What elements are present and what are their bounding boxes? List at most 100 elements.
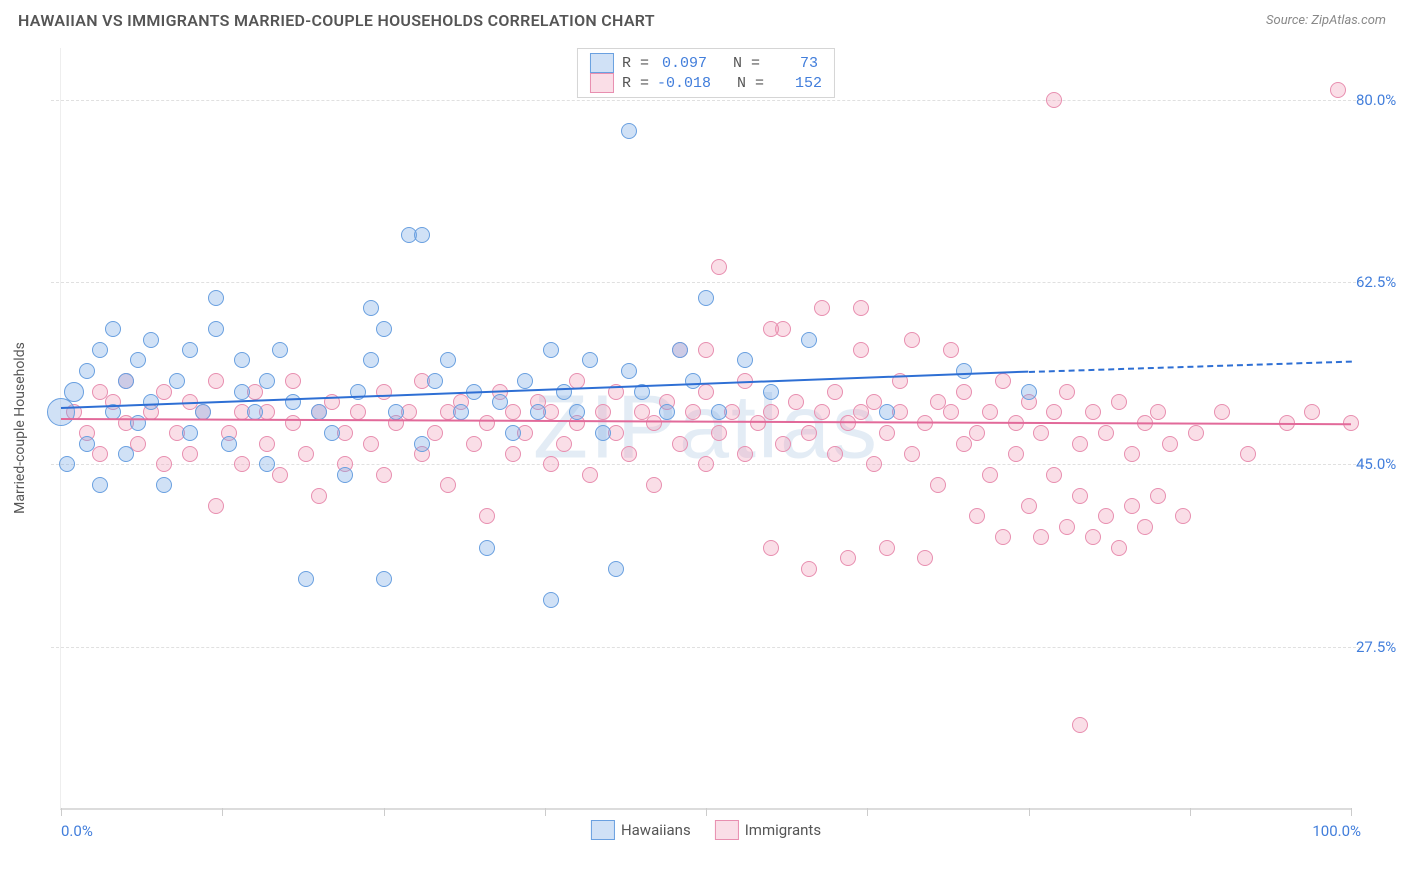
- data-point: [118, 446, 134, 462]
- legend-series-item: Immigrants: [715, 820, 821, 840]
- data-point: [698, 456, 714, 472]
- data-point: [1046, 404, 1062, 420]
- data-point: [169, 373, 185, 389]
- data-point: [969, 425, 985, 441]
- data-point: [827, 446, 843, 462]
- legend-series-label: Immigrants: [745, 821, 821, 839]
- data-point: [711, 259, 727, 275]
- y-tick-label: 45.0%: [1356, 455, 1406, 473]
- data-point: [259, 456, 275, 472]
- data-point: [556, 384, 572, 400]
- data-point: [1072, 488, 1088, 504]
- data-point: [337, 467, 353, 483]
- data-point: [582, 352, 598, 368]
- data-point: [621, 363, 637, 379]
- data-point: [234, 352, 250, 368]
- x-tick: [222, 808, 223, 816]
- legend-n-label: N =: [719, 75, 764, 92]
- data-point: [64, 382, 84, 402]
- data-point: [505, 425, 521, 441]
- data-point: [698, 290, 714, 306]
- data-point: [1240, 446, 1256, 462]
- data-point: [1214, 404, 1230, 420]
- data-point: [621, 123, 637, 139]
- data-point: [388, 404, 404, 420]
- header-bar: HAWAIIAN VS IMMIGRANTS MARRIED-COUPLE HO…: [0, 0, 1406, 40]
- data-point: [930, 477, 946, 493]
- data-point: [1188, 425, 1204, 441]
- data-point: [879, 425, 895, 441]
- data-point: [59, 456, 75, 472]
- data-point: [221, 436, 237, 452]
- legend-stats-row: R = -0.018 N = 152: [590, 73, 822, 93]
- data-point: [156, 477, 172, 493]
- data-point: [1330, 82, 1346, 98]
- legend-stats: R = 0.097 N =73R = -0.018 N = 152: [577, 48, 835, 98]
- data-point: [1059, 384, 1075, 400]
- data-point: [311, 404, 327, 420]
- data-point: [801, 332, 817, 348]
- gridline-h: [51, 282, 1361, 283]
- legend-swatch: [590, 53, 614, 73]
- data-point: [376, 467, 392, 483]
- data-point: [879, 540, 895, 556]
- data-point: [530, 404, 546, 420]
- data-point: [272, 342, 288, 358]
- data-point: [234, 456, 250, 472]
- data-point: [775, 436, 791, 452]
- x-tick: [1029, 808, 1030, 816]
- data-point: [414, 436, 430, 452]
- data-point: [543, 592, 559, 608]
- data-point: [1008, 446, 1024, 462]
- data-point: [427, 373, 443, 389]
- data-point: [92, 342, 108, 358]
- legend-series-label: Hawaiians: [621, 821, 691, 839]
- data-point: [324, 425, 340, 441]
- data-point: [995, 529, 1011, 545]
- x-tick: [545, 808, 546, 816]
- data-point: [904, 332, 920, 348]
- data-point: [285, 373, 301, 389]
- data-point: [853, 300, 869, 316]
- data-point: [556, 436, 572, 452]
- data-point: [672, 342, 688, 358]
- legend-r-label: R =: [622, 75, 649, 92]
- data-point: [1072, 436, 1088, 452]
- data-point: [298, 571, 314, 587]
- data-point: [943, 404, 959, 420]
- data-point: [1098, 425, 1114, 441]
- data-point: [943, 342, 959, 358]
- x-min-label: 0.0%: [61, 822, 93, 840]
- data-point: [956, 363, 972, 379]
- data-point: [363, 436, 379, 452]
- x-tick: [867, 808, 868, 816]
- data-point: [505, 404, 521, 420]
- legend-n-value: 152: [772, 75, 822, 92]
- data-point: [1033, 529, 1049, 545]
- data-point: [672, 436, 688, 452]
- legend-n-value: 73: [768, 55, 818, 72]
- data-point: [788, 394, 804, 410]
- data-point: [143, 332, 159, 348]
- legend-r-value: -0.018: [657, 75, 711, 92]
- legend-r-value: 0.097: [657, 55, 707, 72]
- gridline-h: [51, 100, 1361, 101]
- data-point: [1111, 540, 1127, 556]
- data-point: [982, 467, 998, 483]
- data-point: [840, 550, 856, 566]
- data-point: [956, 384, 972, 400]
- data-point: [543, 342, 559, 358]
- data-point: [105, 321, 121, 337]
- data-point: [272, 467, 288, 483]
- data-point: [118, 373, 134, 389]
- data-point: [595, 404, 611, 420]
- data-point: [621, 446, 637, 462]
- y-tick-label: 27.5%: [1356, 638, 1406, 656]
- data-point: [143, 394, 159, 410]
- x-tick: [1351, 808, 1352, 816]
- data-point: [376, 384, 392, 400]
- data-point: [698, 384, 714, 400]
- data-point: [208, 321, 224, 337]
- data-point: [1046, 92, 1062, 108]
- data-point: [363, 352, 379, 368]
